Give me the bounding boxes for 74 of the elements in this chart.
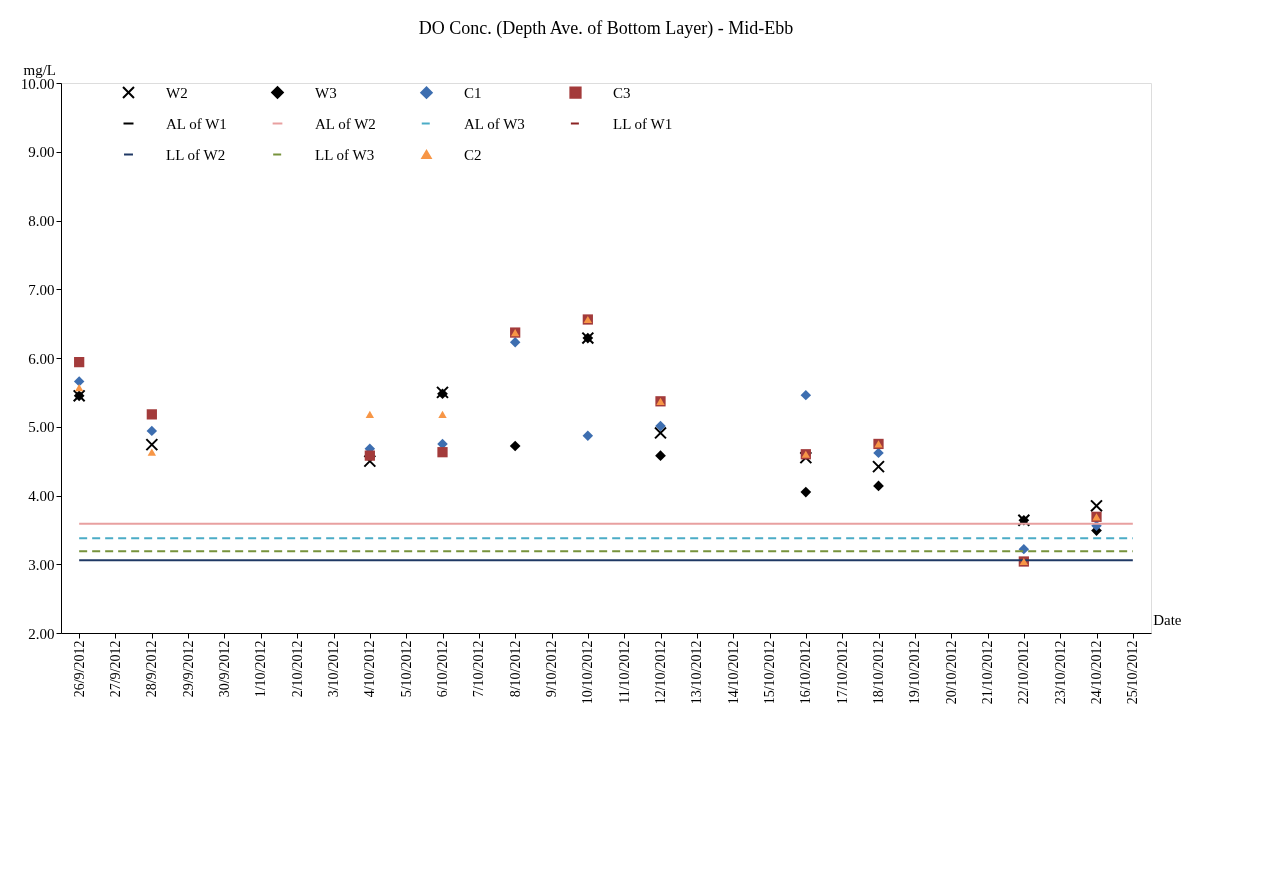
y-tick-label: 2.00 [28,625,55,642]
x-tick-label: 23/10/2012 [1052,640,1068,705]
point [509,336,521,348]
chart-title: DO Conc. (Depth Ave. of Bottom Layer) - Mid-Ebb [418,18,794,39]
x-tick-label: 2/10/2012 [289,640,305,698]
x-tick-label: 8/10/2012 [507,640,523,698]
point [363,454,377,468]
point [145,438,159,452]
y-tick-label: 6.00 [28,350,55,367]
point [147,448,157,456]
point [800,486,812,498]
point [146,425,158,437]
x-tick-label: 12/10/2012 [653,640,668,705]
x-tick-label: 13/10/2012 [689,640,705,705]
y-tick-label: 7.00 [28,281,55,298]
x-tick-label: 10/10/2012 [580,640,596,705]
x-tick-label: 6/10/2012 [435,640,450,698]
y-tick-label: 3.00 [28,556,55,573]
x-tick-label: 25/10/2012 [1125,640,1141,705]
legend-label: C1 [464,84,482,101]
point [1090,499,1103,513]
x-tick-label: 19/10/2012 [907,640,923,705]
x-tick-label: 17/10/2012 [834,640,850,705]
legend-label: W3 [315,84,337,101]
point [654,426,667,440]
x-tick-label: 27/9/2012 [108,640,123,698]
x-axis-title: Date [1153,611,1182,628]
point [365,410,375,418]
x-tick-label: 16/10/2012 [798,640,814,705]
point [509,440,521,452]
legend-label: C2 [464,146,482,163]
y-tick-label: 9.00 [28,144,55,161]
point [73,376,85,387]
x-tick-label: 14/10/2012 [725,640,741,705]
y-axis-title: mg/L [23,61,56,78]
x-tick-label: 21/10/2012 [980,640,995,705]
point [74,383,84,392]
x-tick-label: 3/10/2012 [326,640,341,698]
x-tick-label: 29/9/2012 [180,640,196,698]
point [582,430,594,441]
point [437,447,448,458]
y-tick-label: 8.00 [28,213,55,229]
x-tick-label: 1/10/2012 [253,640,269,698]
x-tick-label: 28/9/2012 [144,640,160,698]
x-tick-label: 18/10/2012 [871,640,886,705]
legend-label: AL of W2 [315,115,376,132]
x-tick-label: 11/10/2012 [616,640,632,704]
x-tick-label: 5/10/2012 [398,640,414,698]
legend-label: LL of W3 [315,146,375,163]
legend-label: AL of W1 [166,115,227,132]
x-tick-label: 4/10/2012 [362,640,378,698]
point [74,357,85,368]
legend-label: W2 [166,84,188,101]
x-tick-label: 24/10/2012 [1089,640,1104,705]
point [438,410,447,418]
y-tick-label: 4.00 [28,488,55,504]
y-tick-label: 5.00 [28,419,55,436]
x-tick-label: 15/10/2012 [762,640,777,705]
point [146,409,157,420]
point [655,450,666,461]
x-tick-label: 9/10/2012 [544,640,559,698]
x-tick-label: 22/10/2012 [1016,640,1032,705]
x-tick-label: 30/9/2012 [217,640,232,698]
legend-label: AL of W3 [464,115,525,132]
legend-label: LL of W2 [166,146,226,163]
x-tick-label: 26/9/2012 [71,640,87,698]
x-tick-label: 7/10/2012 [471,640,487,698]
legend-label: C3 [613,84,631,101]
point [655,420,666,432]
point [364,450,375,461]
x-tick-label: 20/10/2012 [943,640,959,705]
legend-label: LL of W1 [613,115,673,132]
point [872,460,885,474]
point [800,389,812,401]
